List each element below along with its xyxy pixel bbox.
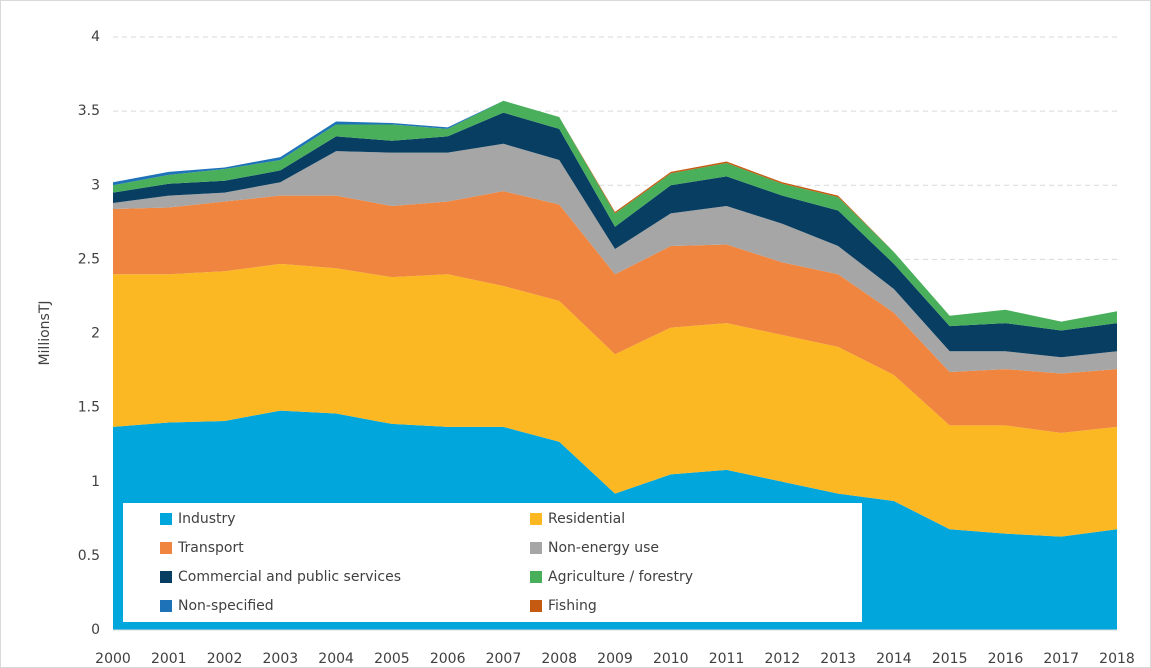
legend-swatch: [530, 600, 542, 612]
x-tick-label: 2013: [820, 651, 856, 667]
legend-label: Industry: [178, 511, 236, 527]
y-tick-label: 2.5: [78, 251, 100, 267]
legend-box: [123, 503, 862, 622]
y-axis-label: MillionsTJ: [37, 300, 53, 365]
legend-label: Non-energy use: [548, 540, 659, 556]
legend-swatch: [160, 542, 172, 554]
area: [113, 112, 1117, 358]
x-tick-label: 2014: [876, 651, 912, 667]
legend-swatch: [160, 571, 172, 583]
legend-swatch: [530, 542, 542, 554]
x-tick-label: 2012: [765, 651, 801, 667]
x-tick-label: 2008: [541, 651, 577, 667]
legend-label: Residential: [548, 511, 625, 527]
y-tick-label: 2: [91, 326, 100, 342]
y-tick-label: 1: [91, 474, 100, 490]
legend-label: Agriculture / forestry: [548, 569, 693, 585]
y-tick-label: 0: [91, 622, 100, 638]
area: [113, 100, 1117, 331]
y-tick-label: 0.5: [78, 548, 100, 564]
y-tick-label: 3.5: [78, 103, 100, 119]
area: [113, 143, 1117, 374]
x-tick-label: 2006: [430, 651, 466, 667]
x-tick-label: 2000: [95, 651, 131, 667]
x-tick-label: 2007: [486, 651, 522, 667]
x-tick-label: 2016: [988, 651, 1024, 667]
x-tick-label: 2002: [207, 651, 243, 667]
x-tick-label: 2011: [709, 651, 745, 667]
legend-swatch: [530, 571, 542, 583]
legend-label: Commercial and public services: [178, 569, 401, 585]
y-tick-label: 4: [91, 29, 100, 45]
legend-label: Fishing: [548, 598, 597, 614]
x-tick-label: 2017: [1043, 651, 1079, 667]
x-tick-label: 2005: [374, 651, 410, 667]
area: [113, 191, 1117, 433]
x-tick-label: 2010: [653, 651, 689, 667]
x-tick-label: 2003: [263, 651, 299, 667]
area: [113, 263, 1117, 537]
y-tick-label: 1.5: [78, 400, 100, 416]
legend-swatch: [530, 513, 542, 525]
x-tick-label: 2001: [151, 651, 187, 667]
x-tick-label: 2004: [318, 651, 354, 667]
legend-swatch: [160, 600, 172, 612]
x-tick-label: 2009: [597, 651, 633, 667]
legend-label: Transport: [177, 540, 244, 556]
x-tick-label: 2018: [1099, 651, 1135, 667]
y-tick-label: 3: [91, 177, 100, 193]
x-tick-label: 2015: [932, 651, 968, 667]
legend-swatch: [160, 513, 172, 525]
legend-label: Non-specified: [178, 598, 274, 614]
